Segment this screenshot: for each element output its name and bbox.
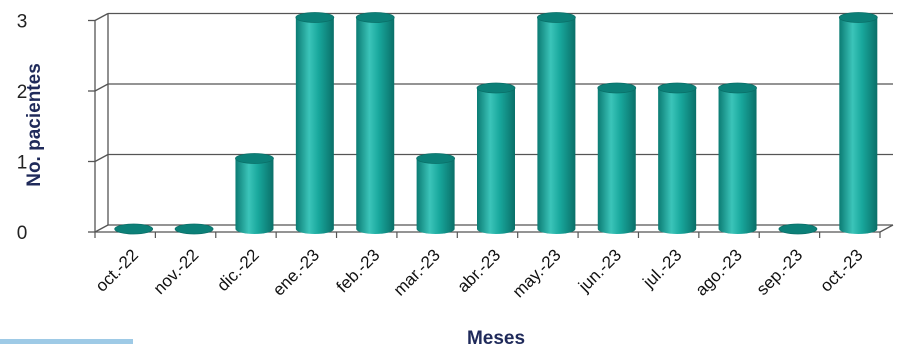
- x-tick-label: mar.-23: [390, 245, 444, 299]
- bar-zero-disc: [174, 223, 214, 235]
- gridline-depth: [94, 12, 109, 22]
- gridline-depth: [94, 224, 109, 233]
- bar-body: [416, 158, 455, 234]
- bar: [476, 82, 516, 234]
- x-tick-label: oct.-23: [816, 245, 866, 295]
- y-tick-label: 3: [17, 12, 28, 33]
- bar-top: [295, 12, 335, 23]
- y-tick-label: 2: [17, 82, 28, 103]
- bar-top: [597, 82, 637, 94]
- bar: [838, 12, 878, 234]
- y-tick-label: 1: [17, 153, 28, 174]
- bar: [235, 153, 274, 235]
- x-tick-label: ene.-23: [269, 245, 323, 299]
- x-tick-label: ago.-23: [692, 245, 746, 299]
- x-tick-label: jun.-23: [574, 245, 625, 296]
- x-tick-label: may.-23: [509, 245, 565, 301]
- bar-body: [839, 17, 878, 234]
- bar-body: [295, 17, 334, 234]
- bar: [416, 153, 456, 234]
- bar-top: [838, 12, 878, 23]
- bar-body: [235, 158, 274, 235]
- accent-line: [0, 339, 133, 344]
- bar: [536, 12, 576, 234]
- x-axis-depth: [879, 224, 894, 233]
- bar: [597, 82, 637, 234]
- x-tick-label: dic.-22: [213, 245, 263, 295]
- bar-body: [537, 17, 576, 234]
- bar: [114, 223, 154, 235]
- bar-top: [235, 153, 274, 164]
- bar-body: [718, 88, 757, 234]
- bar: [174, 223, 214, 235]
- bar-body: [477, 88, 515, 234]
- bar-body: [658, 88, 697, 234]
- gridline-depth: [94, 153, 109, 163]
- y-axis-title: No. pacientes: [24, 63, 45, 187]
- x-tick-label: oct.-22: [92, 245, 142, 295]
- bar-top: [416, 153, 456, 164]
- bar-top: [657, 82, 697, 94]
- x-tick-label: nov.-22: [150, 245, 203, 298]
- x-axis-title: Meses: [467, 328, 525, 345]
- y-tick-labels: 0 1 2 3: [17, 12, 28, 245]
- bar-top: [476, 82, 516, 94]
- bar: [295, 12, 335, 234]
- bar: [657, 82, 697, 234]
- x-tick-labels: oct.-22 nov.-22 dic.-22 ene.-23 feb.-23 mar.-…: [92, 245, 867, 301]
- bar-zero-disc: [114, 223, 154, 235]
- bar-body: [597, 88, 636, 234]
- bar: [778, 223, 818, 235]
- x-tick-label: sep.-23: [753, 245, 807, 299]
- bar-zero-disc: [778, 223, 818, 235]
- x-tick-label: feb.-23: [333, 245, 384, 296]
- bar-top: [536, 12, 576, 23]
- bar-body: [356, 17, 395, 234]
- x-tick-label: abr.-23: [453, 245, 504, 296]
- bar-top: [355, 12, 395, 23]
- y-tick-label: 0: [17, 223, 28, 244]
- bar: [355, 12, 395, 234]
- x-tick-label: jul.-23: [639, 245, 686, 292]
- bars: [114, 12, 878, 235]
- bar-top: [718, 82, 757, 94]
- gridline-depth: [94, 83, 109, 92]
- bar: [718, 82, 757, 234]
